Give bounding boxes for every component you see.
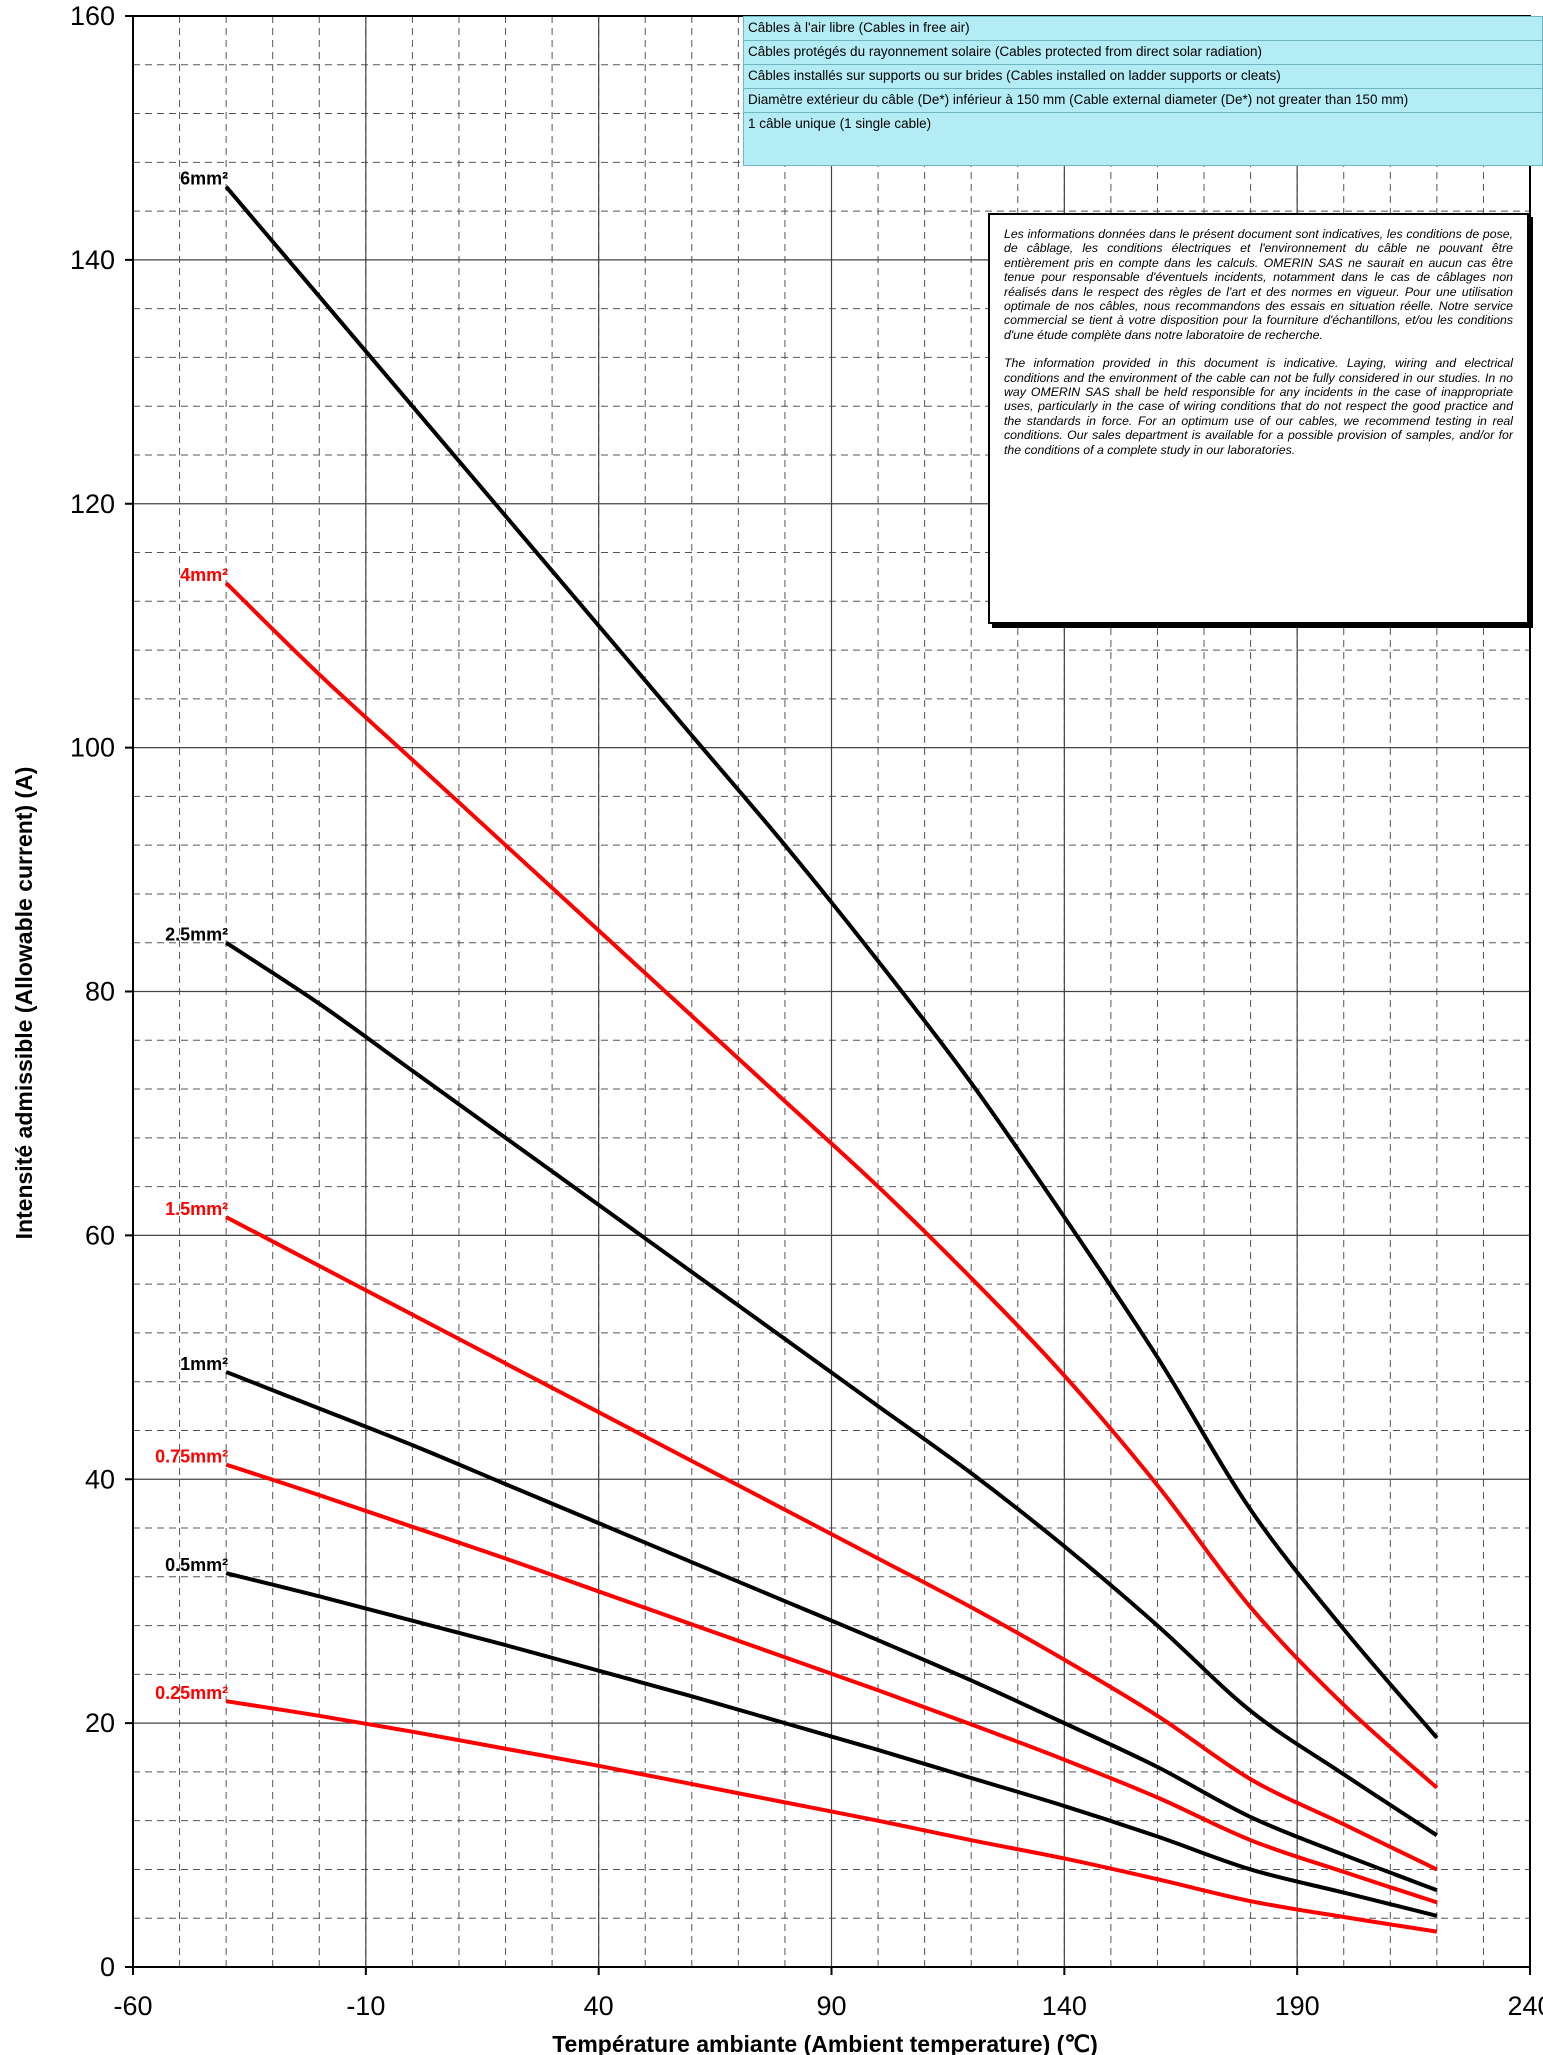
series-label-6: 0.5mm² [165,1555,228,1575]
series-line-7 [225,1699,1438,1934]
condition-ladder-supports: Câbles installés sur supports ou sur bri… [744,65,1542,89]
disclaimer-english: The information provided in this documen… [1004,356,1513,457]
installation-conditions-legend: Câbles à l'air libre (Cables in free air… [743,16,1543,166]
axes: 0 20 40 60 80 100 120 140 160 -60 -10 40 90 140 190 240 [70,1,1543,2021]
condition-single-cable: 1 câble unique (1 single cable) [748,116,932,131]
y-axis-title: Intensité admissible (Allowable current)… [11,767,37,1240]
series-lines [224,185,1439,1934]
condition-solar-protected: Câbles protégés du rayonnement solaire (… [744,41,1542,65]
y-tick-label: 120 [70,489,115,519]
series-label-0: 6mm² [180,169,228,189]
series-label-4: 1mm² [180,1354,228,1374]
series-label-5: 0.75mm² [155,1447,228,1467]
y-tick-label: 160 [70,1,115,31]
y-tick-label: 140 [70,245,115,275]
x-tick-label: 240 [1507,1991,1543,2021]
series-line-0 [224,185,1439,1740]
x-tick-label: 90 [816,1991,846,2021]
x-axis-title: Température ambiante (Ambient temperatur… [552,2031,1098,2055]
series-line-2 [225,941,1438,1837]
series-label-3: 1.5mm² [165,1199,228,1219]
disclaimer-box: Les informations données dans le présent… [988,213,1529,624]
condition-free-air: Câbles à l'air libre (Cables in free air… [744,17,1542,41]
series-line-5 [225,1462,1438,1905]
series-line-4 [225,1370,1438,1893]
series-labels: 6mm² 4mm² 2.5mm² 1.5mm² 1mm² 0.75mm² 0.5mm² 0.2… [155,169,228,1703]
y-tick-label: 0 [100,1952,115,1982]
y-tick-label: 80 [85,977,115,1007]
y-tick-label: 100 [70,733,115,763]
series-line-1 [224,581,1439,1790]
condition-external-diameter: Diamètre extérieur du câble (De*) inféri… [744,89,1542,113]
series-line-6 [225,1571,1438,1918]
series-label-7: 0.25mm² [155,1683,228,1703]
series-line-3 [225,1215,1438,1872]
disclaimer-french: Les informations données dans le présent… [1004,227,1513,342]
x-tick-label: -10 [346,1991,385,2021]
x-tick-label: 40 [584,1991,614,2021]
x-tick-label: 190 [1275,1991,1320,2021]
grid [133,16,1530,1967]
y-tick-label: 40 [85,1464,115,1494]
x-tick-label: 140 [1042,1991,1087,2021]
series-label-2: 2.5mm² [165,925,228,945]
series-label-1: 4mm² [180,565,228,585]
y-tick-label: 20 [85,1708,115,1738]
x-tick-label: -60 [113,1991,152,2021]
y-tick-label: 60 [85,1220,115,1250]
